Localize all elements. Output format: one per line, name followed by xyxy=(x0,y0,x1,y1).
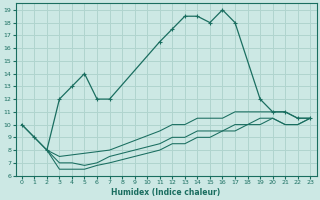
X-axis label: Humidex (Indice chaleur): Humidex (Indice chaleur) xyxy=(111,188,221,197)
